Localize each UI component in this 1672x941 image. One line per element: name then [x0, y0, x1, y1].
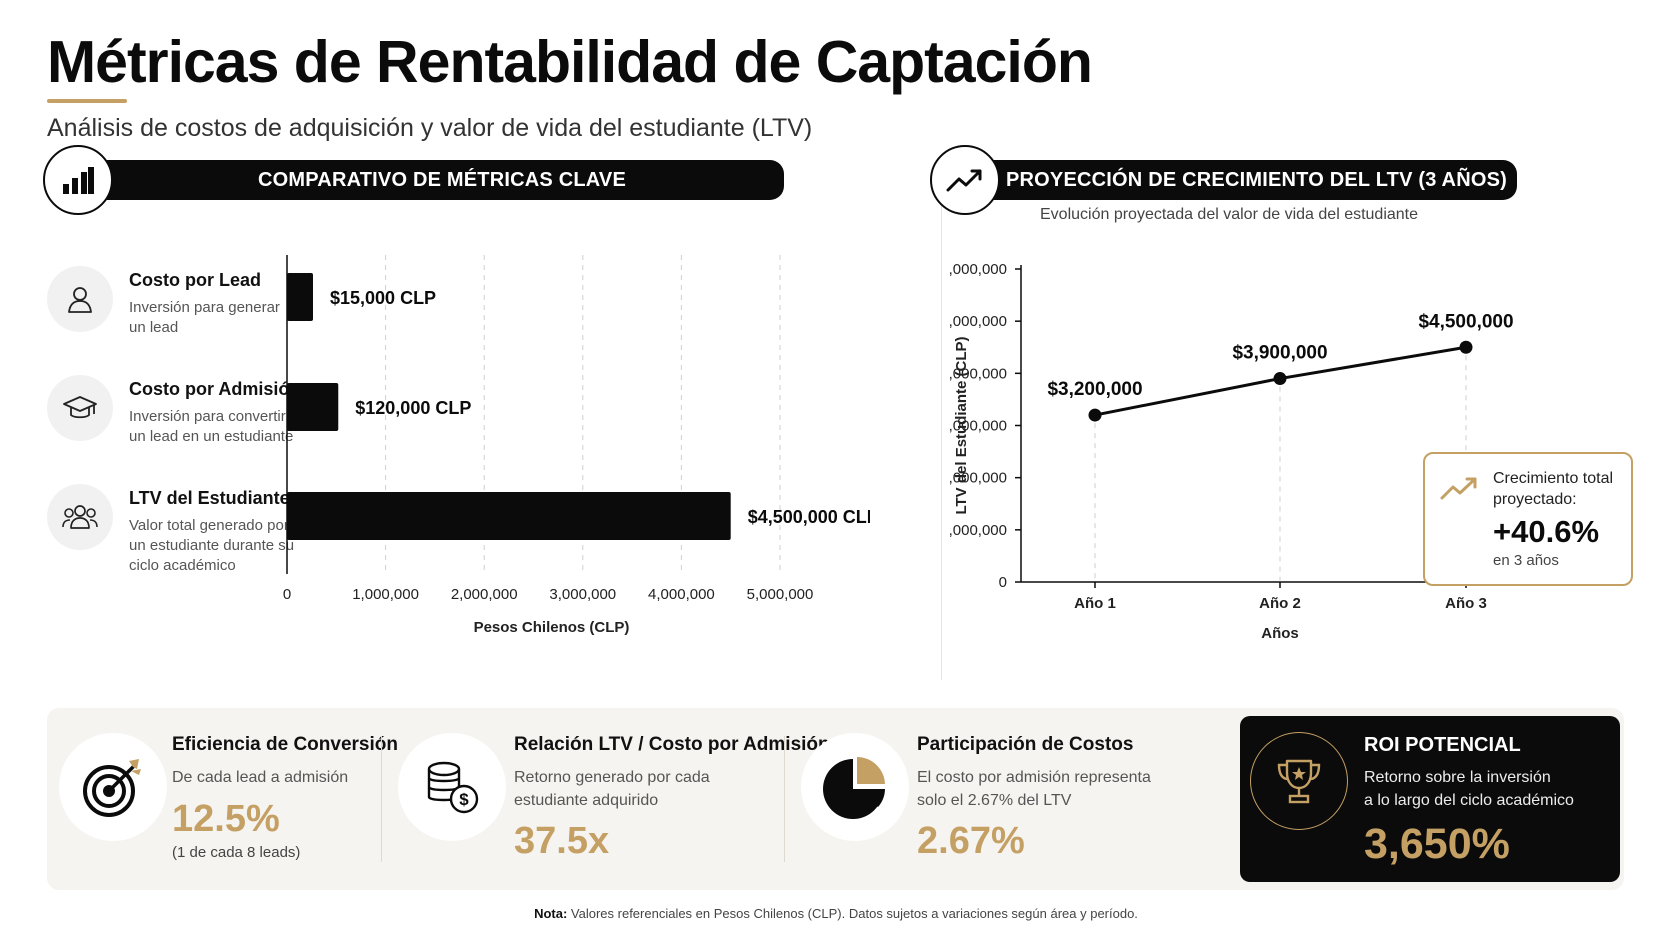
kpi-desc-line: El costo por admisión representa: [917, 769, 1151, 786]
growth-callout: Crecimiento total proyectado: +40.6% en …: [1423, 452, 1633, 586]
right-section-heading: PROYECCIÓN DE CRECIMIENTO DEL LTV (3 AÑO…: [966, 160, 1517, 200]
roi-desc-line: Retorno sobre la inversión: [1364, 769, 1551, 786]
y-tick-label: 3,000,000: [950, 418, 1007, 435]
bar-data-label: $15,000 CLP: [330, 288, 436, 308]
bar: [287, 273, 313, 321]
kpi-title: Participación de Costos: [917, 734, 1134, 755]
kpi-value: 37.5x: [514, 820, 610, 862]
section-divider: [941, 170, 942, 680]
footnote-text: Valores referenciales en Pesos Chilenos …: [567, 906, 1138, 921]
pie-chart-icon: [801, 733, 909, 841]
kpi-eficiencia: Eficiencia de Conversión De cada lead a …: [47, 708, 398, 890]
footnote: Nota: Valores referenciales en Pesos Chi…: [0, 906, 1672, 921]
right-section-subheading: Evolución proyectada del valor de vida d…: [1040, 206, 1419, 223]
trophy-icon: [1250, 732, 1348, 830]
kpi-desc-line: solo el 2.67% del LTV: [917, 792, 1072, 809]
right-section-heading-text: PROYECCIÓN DE CRECIMIENTO DEL LTV (3 AÑO…: [1005, 168, 1508, 191]
coins-icon: $: [398, 733, 506, 841]
growth-label: Crecimiento total proyectado:: [1493, 470, 1614, 508]
y-tick-label: 0: [999, 574, 1007, 591]
kpi-separator: [784, 736, 785, 862]
y-axis-title: LTV del Estudiante (CLP): [953, 336, 970, 514]
growth-sub: en 3 años: [1493, 552, 1559, 569]
x-axis-title: Años: [1261, 625, 1299, 642]
metric-desc: Inversión para convertir un lead en un e…: [129, 408, 294, 445]
kpi-title: Eficiencia de Conversión: [172, 734, 398, 755]
y-tick-label: 2,000,000: [950, 470, 1007, 487]
kpi-participacion: Participación de Costos El costo por adm…: [789, 708, 1229, 890]
graduation-cap-icon: [47, 375, 113, 441]
x-tick-label: 3,000,000: [549, 586, 616, 603]
kpi-separator: [381, 736, 382, 862]
metric-desc: Valor total generado por un estudiante d…: [129, 517, 295, 574]
roi-card: ROI POTENCIAL Retorno sobre la inversión…: [1240, 716, 1620, 882]
left-section-heading-text: COMPARATIVO DE MÉTRICAS CLAVE: [257, 168, 627, 191]
y-tick-label: 5,000,000: [950, 313, 1007, 330]
x-tick-label: Año 2: [1259, 595, 1301, 612]
roi-desc-line: a lo largo del ciclo académico: [1364, 792, 1574, 809]
bar-chart-icon: [43, 145, 113, 215]
x-tick-label: Año 1: [1074, 595, 1116, 612]
bar: [287, 383, 339, 431]
metric-desc: Inversión para generar un lead: [129, 299, 280, 336]
kpi-relacion-ltv: $ Relación LTV / Costo por Admisión Reto…: [387, 708, 830, 890]
y-tick-label: 1,000,000: [950, 522, 1007, 539]
growth-value: +40.6%: [1493, 514, 1600, 549]
kpi-desc-line: Retorno generado por cada: [514, 769, 710, 786]
y-tick-label: 4,000,000: [950, 365, 1007, 382]
x-tick-label: 5,000,000: [747, 586, 814, 603]
bar-data-label: $120,000 CLP: [355, 398, 471, 418]
point-data-label: $4,500,000: [1418, 311, 1513, 332]
kpi-title: Relación LTV / Costo por Admisión: [514, 734, 830, 755]
bar-chart: 0 1,000,000 2,000,000 3,000,000 4,000,000 5,0…: [283, 255, 870, 636]
bar: [287, 492, 731, 540]
kpi-desc: El costo por admisión representa solo el…: [917, 766, 1151, 812]
x-tick-label: Año 3: [1445, 595, 1487, 612]
kpi-desc: Retorno generado por cada estudiante adq…: [514, 766, 710, 812]
group-icon: [47, 484, 113, 550]
point-data-label: $3,900,000: [1232, 343, 1327, 364]
line-chart: 0 1,000,000 2,000,000 3,000,000 4,000,000 5,0…: [950, 261, 1530, 642]
user-icon: [47, 266, 113, 332]
data-point: [1273, 372, 1287, 386]
trending-up-gold-icon: [1439, 474, 1481, 507]
bar-data-label: $4,500,000 CLP: [748, 507, 870, 527]
trending-up-icon: [930, 145, 1000, 215]
x-tick-label: 1,000,000: [352, 586, 419, 603]
metric-label: Costo por Lead: [129, 270, 262, 290]
x-tick-label: 4,000,000: [648, 586, 715, 603]
left-section-heading: COMPARATIVO DE MÉTRICAS CLAVE: [76, 160, 784, 200]
metric-label: Costo por Admisión: [129, 379, 301, 399]
metric-label: LTV del Estudiante: [129, 488, 290, 508]
roi-value: 3,650%: [1364, 820, 1510, 868]
kpi-value: 12.5%: [172, 798, 280, 840]
x-tick-label: 2,000,000: [451, 586, 518, 603]
point-data-label: $3,200,000: [1047, 379, 1142, 400]
page-title: Métricas de Rentabilidad de Captación: [47, 29, 1093, 95]
x-tick-label: 0: [283, 586, 291, 603]
page-subtitle: Análisis de costos de adquisición y valo…: [47, 114, 813, 142]
roi-desc: Retorno sobre la inversión a lo largo de…: [1364, 766, 1574, 812]
title-accent-rule: [47, 99, 127, 103]
kpi-desc-line: estudiante adquirido: [514, 792, 659, 809]
kpi-foot: (1 de cada 8 leads): [172, 844, 301, 861]
kpi-desc: De cada lead a admisión: [172, 769, 349, 786]
roi-title: ROI POTENCIAL: [1364, 734, 1521, 756]
y-tick-label: 6,000,000: [950, 261, 1007, 278]
svg-text:$: $: [459, 790, 469, 809]
data-point: [1088, 408, 1102, 422]
footnote-prefix: Nota:: [534, 906, 568, 921]
kpi-value: 2.67%: [917, 820, 1025, 862]
data-point: [1459, 340, 1473, 354]
x-axis-title: Pesos Chilenos (CLP): [474, 619, 630, 636]
target-icon: [59, 733, 167, 841]
